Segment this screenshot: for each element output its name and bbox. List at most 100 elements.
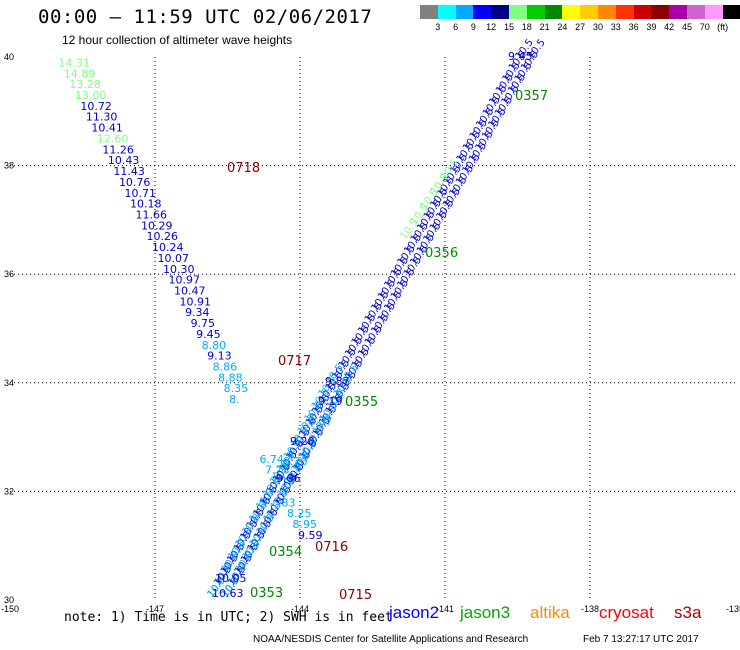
legend-s3a: s3a xyxy=(674,603,702,622)
wave-height-label: 13.28 xyxy=(69,78,101,91)
wave-height-label: 12.60 xyxy=(97,132,129,145)
scale-label: 6 xyxy=(453,22,459,32)
footer-credit: NOAA/NESDIS Center for Satellite Applica… xyxy=(253,634,529,645)
wave-height-label: 14.89 xyxy=(64,67,96,80)
page-title: 00:00 – 11:59 UTC 02/06/2017 xyxy=(38,6,373,28)
wave-height-label: 8. xyxy=(229,393,240,406)
wave-height-label: 8.35 xyxy=(224,382,249,395)
y-tick-label: 34 xyxy=(4,378,14,388)
wave-height-label: 10.18 xyxy=(130,198,162,211)
wave-height-label: 10.76 xyxy=(119,176,150,189)
wave-height-label: 8.20 xyxy=(283,455,308,468)
y-tick-label: 32 xyxy=(4,486,14,496)
time-label: 0357 xyxy=(515,89,548,104)
wave-height-label: 7.73 xyxy=(265,464,290,477)
scale-label: 33 xyxy=(610,22,621,32)
wave-height-label: 11.30 xyxy=(86,111,118,124)
wave-height-label: 11.26 xyxy=(102,143,134,156)
x-tick-label: -147 xyxy=(146,604,164,614)
scale-label: 36 xyxy=(628,22,639,32)
scale-swatch xyxy=(437,5,456,19)
wave-height-label: 8.25 xyxy=(287,507,312,520)
wave-height-label: 10.29 xyxy=(141,219,173,232)
scale-swatch xyxy=(651,5,670,19)
wave-height-label: 10.30 xyxy=(163,263,195,276)
footer-note: note: 1) Time is in UTC; 2) SWH is in fe… xyxy=(64,610,393,625)
wave-height-label: 8.95 xyxy=(293,518,318,531)
wave-height-label: 83 xyxy=(281,496,295,509)
legend-cryosat: cryosat xyxy=(599,603,654,622)
wave-height-label: 8.80 xyxy=(202,339,227,352)
y-tick-label: 30 xyxy=(4,595,14,605)
wave-height-label: 8.88 xyxy=(218,371,243,384)
legend-jason3: jason3 xyxy=(460,603,511,622)
scale-swatch xyxy=(473,5,492,19)
wave-height-label: 14.31 xyxy=(58,56,89,69)
wave-height-label: 8.37 xyxy=(308,415,333,428)
scale-swatch xyxy=(722,5,740,19)
wave-height-label: 7.18 xyxy=(270,475,295,488)
wave-height-label: 10.43 xyxy=(108,154,140,167)
scale-swatch xyxy=(562,5,581,19)
x-tick-label: -135 xyxy=(726,604,740,614)
time-label: 0717 xyxy=(278,354,311,369)
wave-height-label: 10.71 xyxy=(124,187,156,200)
scale-label: 21 xyxy=(539,22,550,32)
scale-label: 27 xyxy=(575,22,586,32)
scale-label: 30 xyxy=(592,22,604,32)
wave-height-label: 11.66 xyxy=(135,208,167,221)
wave-height-label: 6.74 xyxy=(259,453,284,466)
wave-height-label: 9.75 xyxy=(191,317,216,330)
scale-label: 15 xyxy=(503,22,515,32)
scale-label: (ft) xyxy=(717,22,729,32)
scale-label: 70 xyxy=(699,22,710,32)
y-tick-label: 40 xyxy=(4,52,14,62)
wave-height-label: 10.41 xyxy=(91,122,123,135)
wave-height-label: 9.45 xyxy=(196,328,221,341)
wave-height-label: 9.19 xyxy=(318,395,343,408)
time-label: 0355 xyxy=(345,395,378,410)
legend-jason2: jason2 xyxy=(389,603,440,622)
wave-height-label: 9.87 xyxy=(325,375,350,388)
wave-height-label: 8.86 xyxy=(213,361,238,374)
time-label: 0715 xyxy=(339,588,372,603)
wave-height-label: 10.63 xyxy=(212,587,244,600)
wave-height-label: 10.05 xyxy=(215,572,247,585)
wave-height-label: 10.72 xyxy=(80,100,112,113)
scale-swatch xyxy=(491,5,509,19)
wave-height-label: 9.45 xyxy=(508,50,533,63)
page-subtitle: 12 hour collection of altimeter wave hei… xyxy=(62,33,293,47)
footer-date: Feb 7 13:27:17 UTC 2017 xyxy=(583,634,699,645)
time-label: 0718 xyxy=(227,161,260,176)
legend-altika: altika xyxy=(530,603,570,622)
x-tick-label: -144 xyxy=(291,604,309,614)
wave-height-label: 10.47 xyxy=(174,284,206,297)
y-tick-label: 36 xyxy=(4,269,14,279)
x-tick-label: -138 xyxy=(581,604,599,614)
wave-height-label: 9.06 xyxy=(276,472,301,485)
scale-swatch xyxy=(597,5,616,19)
scale-swatch xyxy=(615,5,634,19)
scale-swatch xyxy=(633,5,652,19)
x-tick-label: -141 xyxy=(436,604,454,614)
scale-label: 12 xyxy=(486,22,497,32)
color-scale-bar xyxy=(420,5,740,19)
y-tick-label: 38 xyxy=(4,161,14,171)
x-tick-label: -150 xyxy=(1,604,19,614)
scale-label: 18 xyxy=(521,22,532,32)
wave-height-label: 10.26 xyxy=(146,230,178,243)
scale-swatch xyxy=(420,5,438,19)
scale-swatch xyxy=(669,5,687,19)
time-label: 0353 xyxy=(250,586,283,601)
scale-label: 39 xyxy=(646,22,657,32)
wave-height-label: 9.13 xyxy=(207,350,232,363)
scale-swatch xyxy=(526,5,545,19)
scale-swatch xyxy=(704,5,723,19)
scale-label: 42 xyxy=(664,22,675,32)
wave-height-label: 10.24 xyxy=(152,241,184,254)
time-label: 0354 xyxy=(269,545,302,560)
scale-swatch xyxy=(508,5,527,19)
scale-swatch xyxy=(686,5,705,19)
wave-height-label: 13.00 xyxy=(75,89,107,102)
